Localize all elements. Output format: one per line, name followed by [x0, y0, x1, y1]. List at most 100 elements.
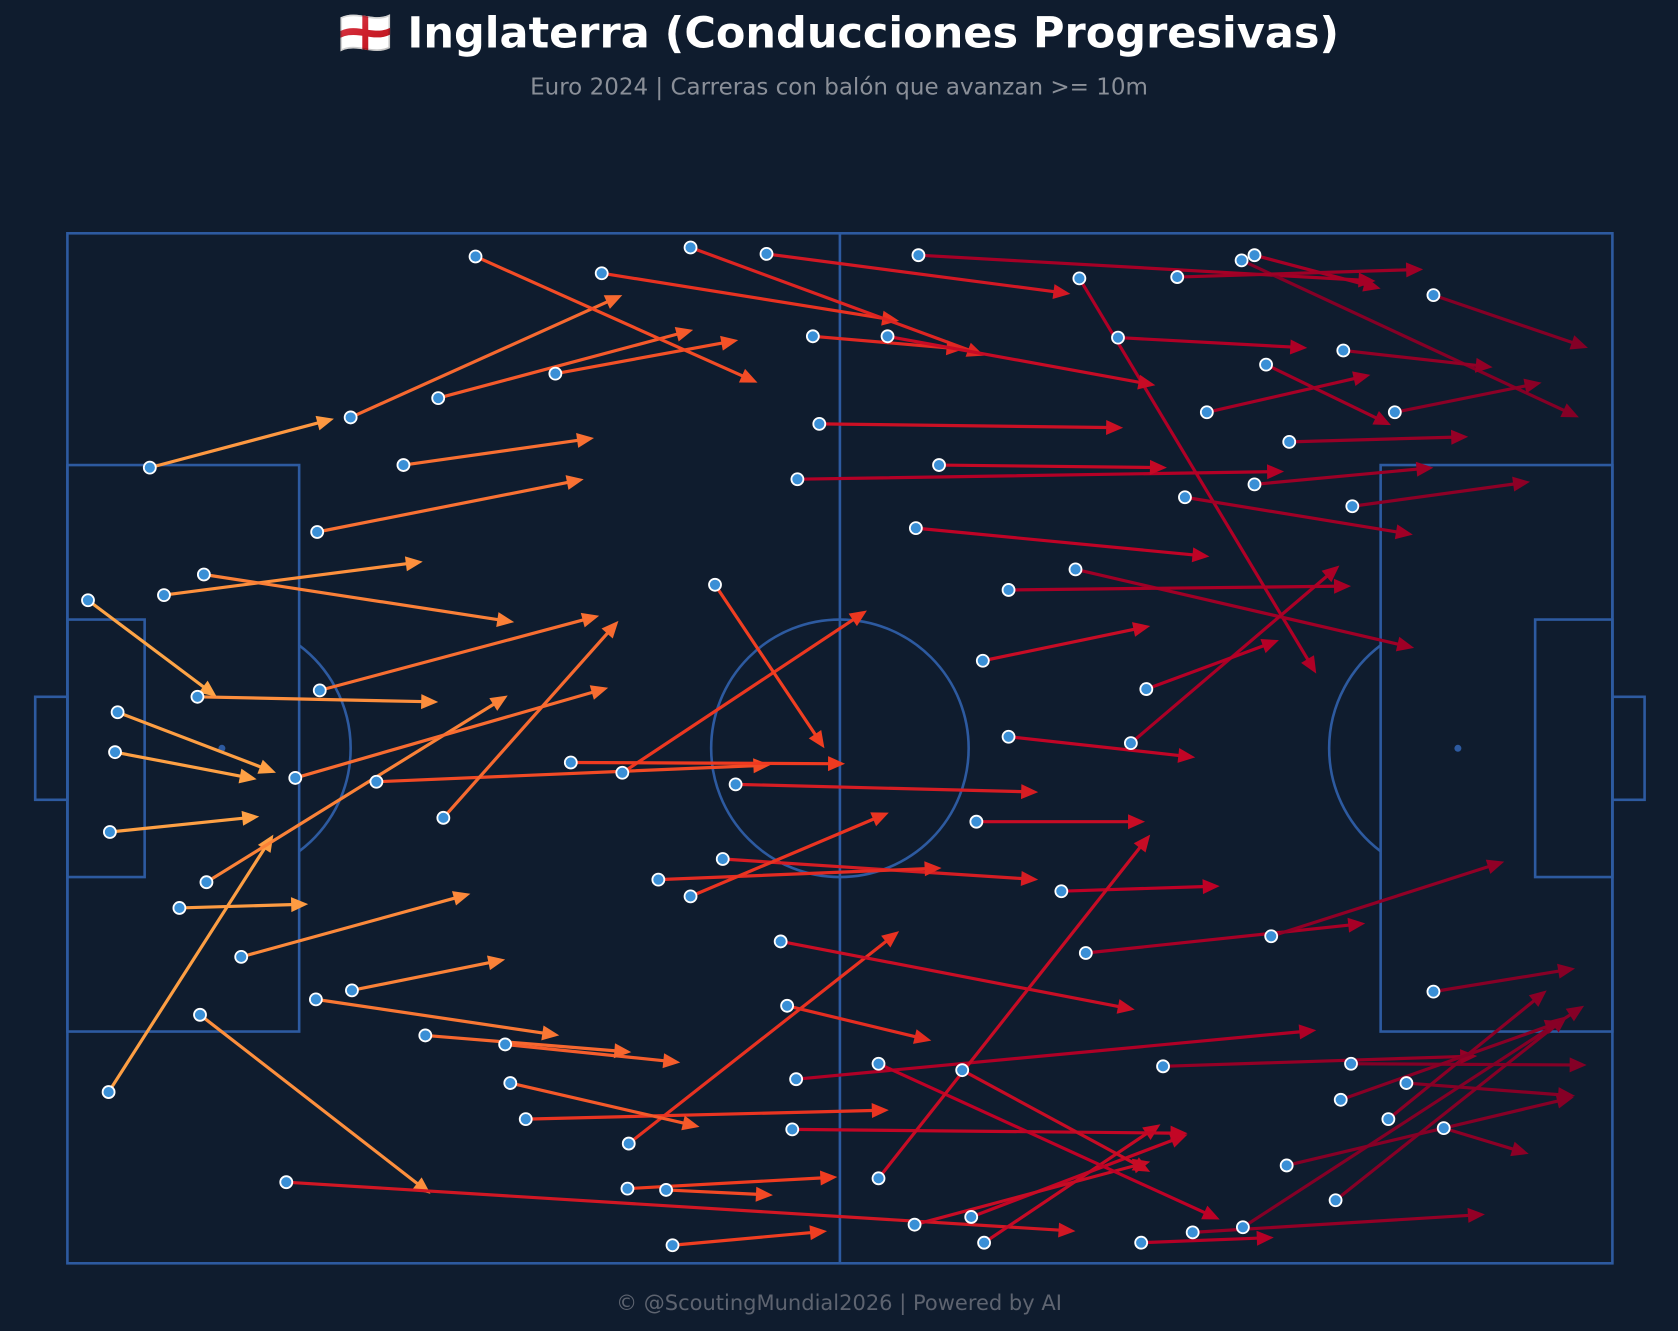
start-dot	[1279, 1158, 1294, 1173]
carry-arrow	[790, 1125, 1188, 1141]
arrow-head	[565, 475, 584, 490]
start-dot	[81, 593, 95, 608]
arrow-shaft	[817, 422, 1108, 430]
start-dot	[108, 745, 122, 760]
start-dot	[1185, 1225, 1200, 1240]
arrow-shaft	[656, 867, 927, 882]
carry-arrow	[795, 464, 1285, 481]
arrow-shaft	[779, 939, 1120, 1009]
arrow-head	[1321, 565, 1340, 583]
arrow-shaft	[1084, 923, 1350, 955]
arrow-head	[1202, 879, 1220, 895]
arrow-head	[1352, 371, 1371, 387]
arrow-head	[613, 1043, 632, 1059]
start-dot	[759, 246, 774, 261]
start-dot	[1333, 1092, 1348, 1107]
carry-arrow	[627, 931, 900, 1146]
carry-arrow	[1006, 735, 1196, 763]
arrow-head	[1450, 429, 1469, 445]
arrow-shaft	[627, 940, 888, 1146]
carry-arrow	[553, 335, 739, 376]
start-dot	[780, 998, 795, 1013]
arrow-head	[1177, 747, 1196, 763]
carry-arrow	[1084, 917, 1366, 955]
start-dot	[708, 577, 722, 592]
arrow-shaft	[876, 846, 1142, 1180]
arrow-shaft	[764, 252, 1056, 294]
start-dot	[1156, 1059, 1170, 1074]
goal	[1611, 695, 1646, 802]
start-dot	[436, 810, 451, 825]
arrow-head	[819, 1170, 838, 1186]
arrow-head	[1128, 814, 1146, 830]
arrow-head	[315, 415, 334, 431]
arrow-shaft	[876, 1062, 1206, 1215]
arrow-shaft	[423, 1033, 616, 1053]
arrow-head	[1260, 638, 1279, 654]
arrow-head	[1191, 547, 1210, 563]
arrow-head	[589, 685, 609, 700]
arrow-shaft	[108, 816, 244, 834]
carry-arrow	[1285, 1093, 1574, 1168]
start-dot	[594, 266, 609, 281]
start-dot	[1426, 288, 1441, 303]
arrow-head	[241, 810, 260, 826]
start-dot	[977, 1235, 991, 1250]
carry-arrow	[764, 252, 1071, 300]
start-dot	[789, 1072, 804, 1087]
start-dot	[911, 248, 926, 263]
arrow-shaft	[670, 1231, 812, 1247]
chart-subtitle: Euro 2024 | Carreras con balón que avanz…	[530, 75, 1148, 101]
carry-arrow	[1205, 371, 1371, 414]
arrow-head	[1543, 1019, 1563, 1035]
start-dot	[101, 1085, 116, 1099]
carry-arrow	[314, 997, 560, 1041]
carry-arrow	[960, 1068, 1151, 1172]
carry-arrow	[569, 756, 846, 772]
arrow-shaft	[349, 300, 609, 420]
arrow-head	[1459, 1049, 1478, 1065]
arrow-shaft	[86, 598, 205, 689]
arrow-shaft	[885, 334, 1141, 384]
start-dot	[310, 525, 325, 539]
start-dot	[548, 366, 563, 381]
arrow-head	[1510, 1141, 1529, 1157]
arrow-head	[924, 861, 942, 877]
arrow-shaft	[374, 764, 755, 784]
arrow-shaft	[1339, 1025, 1548, 1102]
start-dot	[964, 1210, 979, 1224]
start-dot	[1139, 682, 1154, 696]
arrow-head	[1485, 859, 1505, 874]
arrow-shaft	[177, 902, 293, 910]
carry-arrow	[688, 812, 889, 898]
carry-arrow	[315, 475, 584, 534]
arrow-shaft	[524, 1108, 874, 1121]
arrow-shaft	[106, 847, 266, 1094]
chart-title: 🏴󠁧󠁢󠁥󠁮󠁧󠁿 Inglaterra (Conducciones Progres…	[339, 9, 1339, 59]
arrow-head	[1256, 1230, 1274, 1246]
start-dot	[871, 1171, 886, 1186]
arrow-shaft	[1252, 253, 1366, 286]
arrow-head	[1565, 1005, 1585, 1022]
start-dot	[880, 329, 895, 344]
arrow-head	[1170, 1125, 1188, 1141]
arrow-head	[1020, 784, 1039, 800]
start-dot	[908, 521, 923, 536]
start-dot	[805, 329, 820, 344]
arrow-shaft	[1183, 495, 1398, 534]
arrow-head	[1395, 636, 1415, 652]
arrow-shaft	[162, 562, 408, 597]
arrow-head	[1474, 357, 1493, 373]
arrow-head	[496, 612, 515, 627]
carry-arrow	[1073, 567, 1415, 652]
carry-arrow	[1431, 293, 1588, 350]
arrow-head	[674, 327, 694, 342]
arrow-shaft	[113, 750, 242, 778]
arrow-shaft	[734, 782, 1023, 794]
start-dot	[345, 983, 359, 998]
arrow-head	[1266, 464, 1285, 480]
penalty-arc	[298, 644, 352, 853]
arrow-shaft	[785, 1004, 917, 1039]
